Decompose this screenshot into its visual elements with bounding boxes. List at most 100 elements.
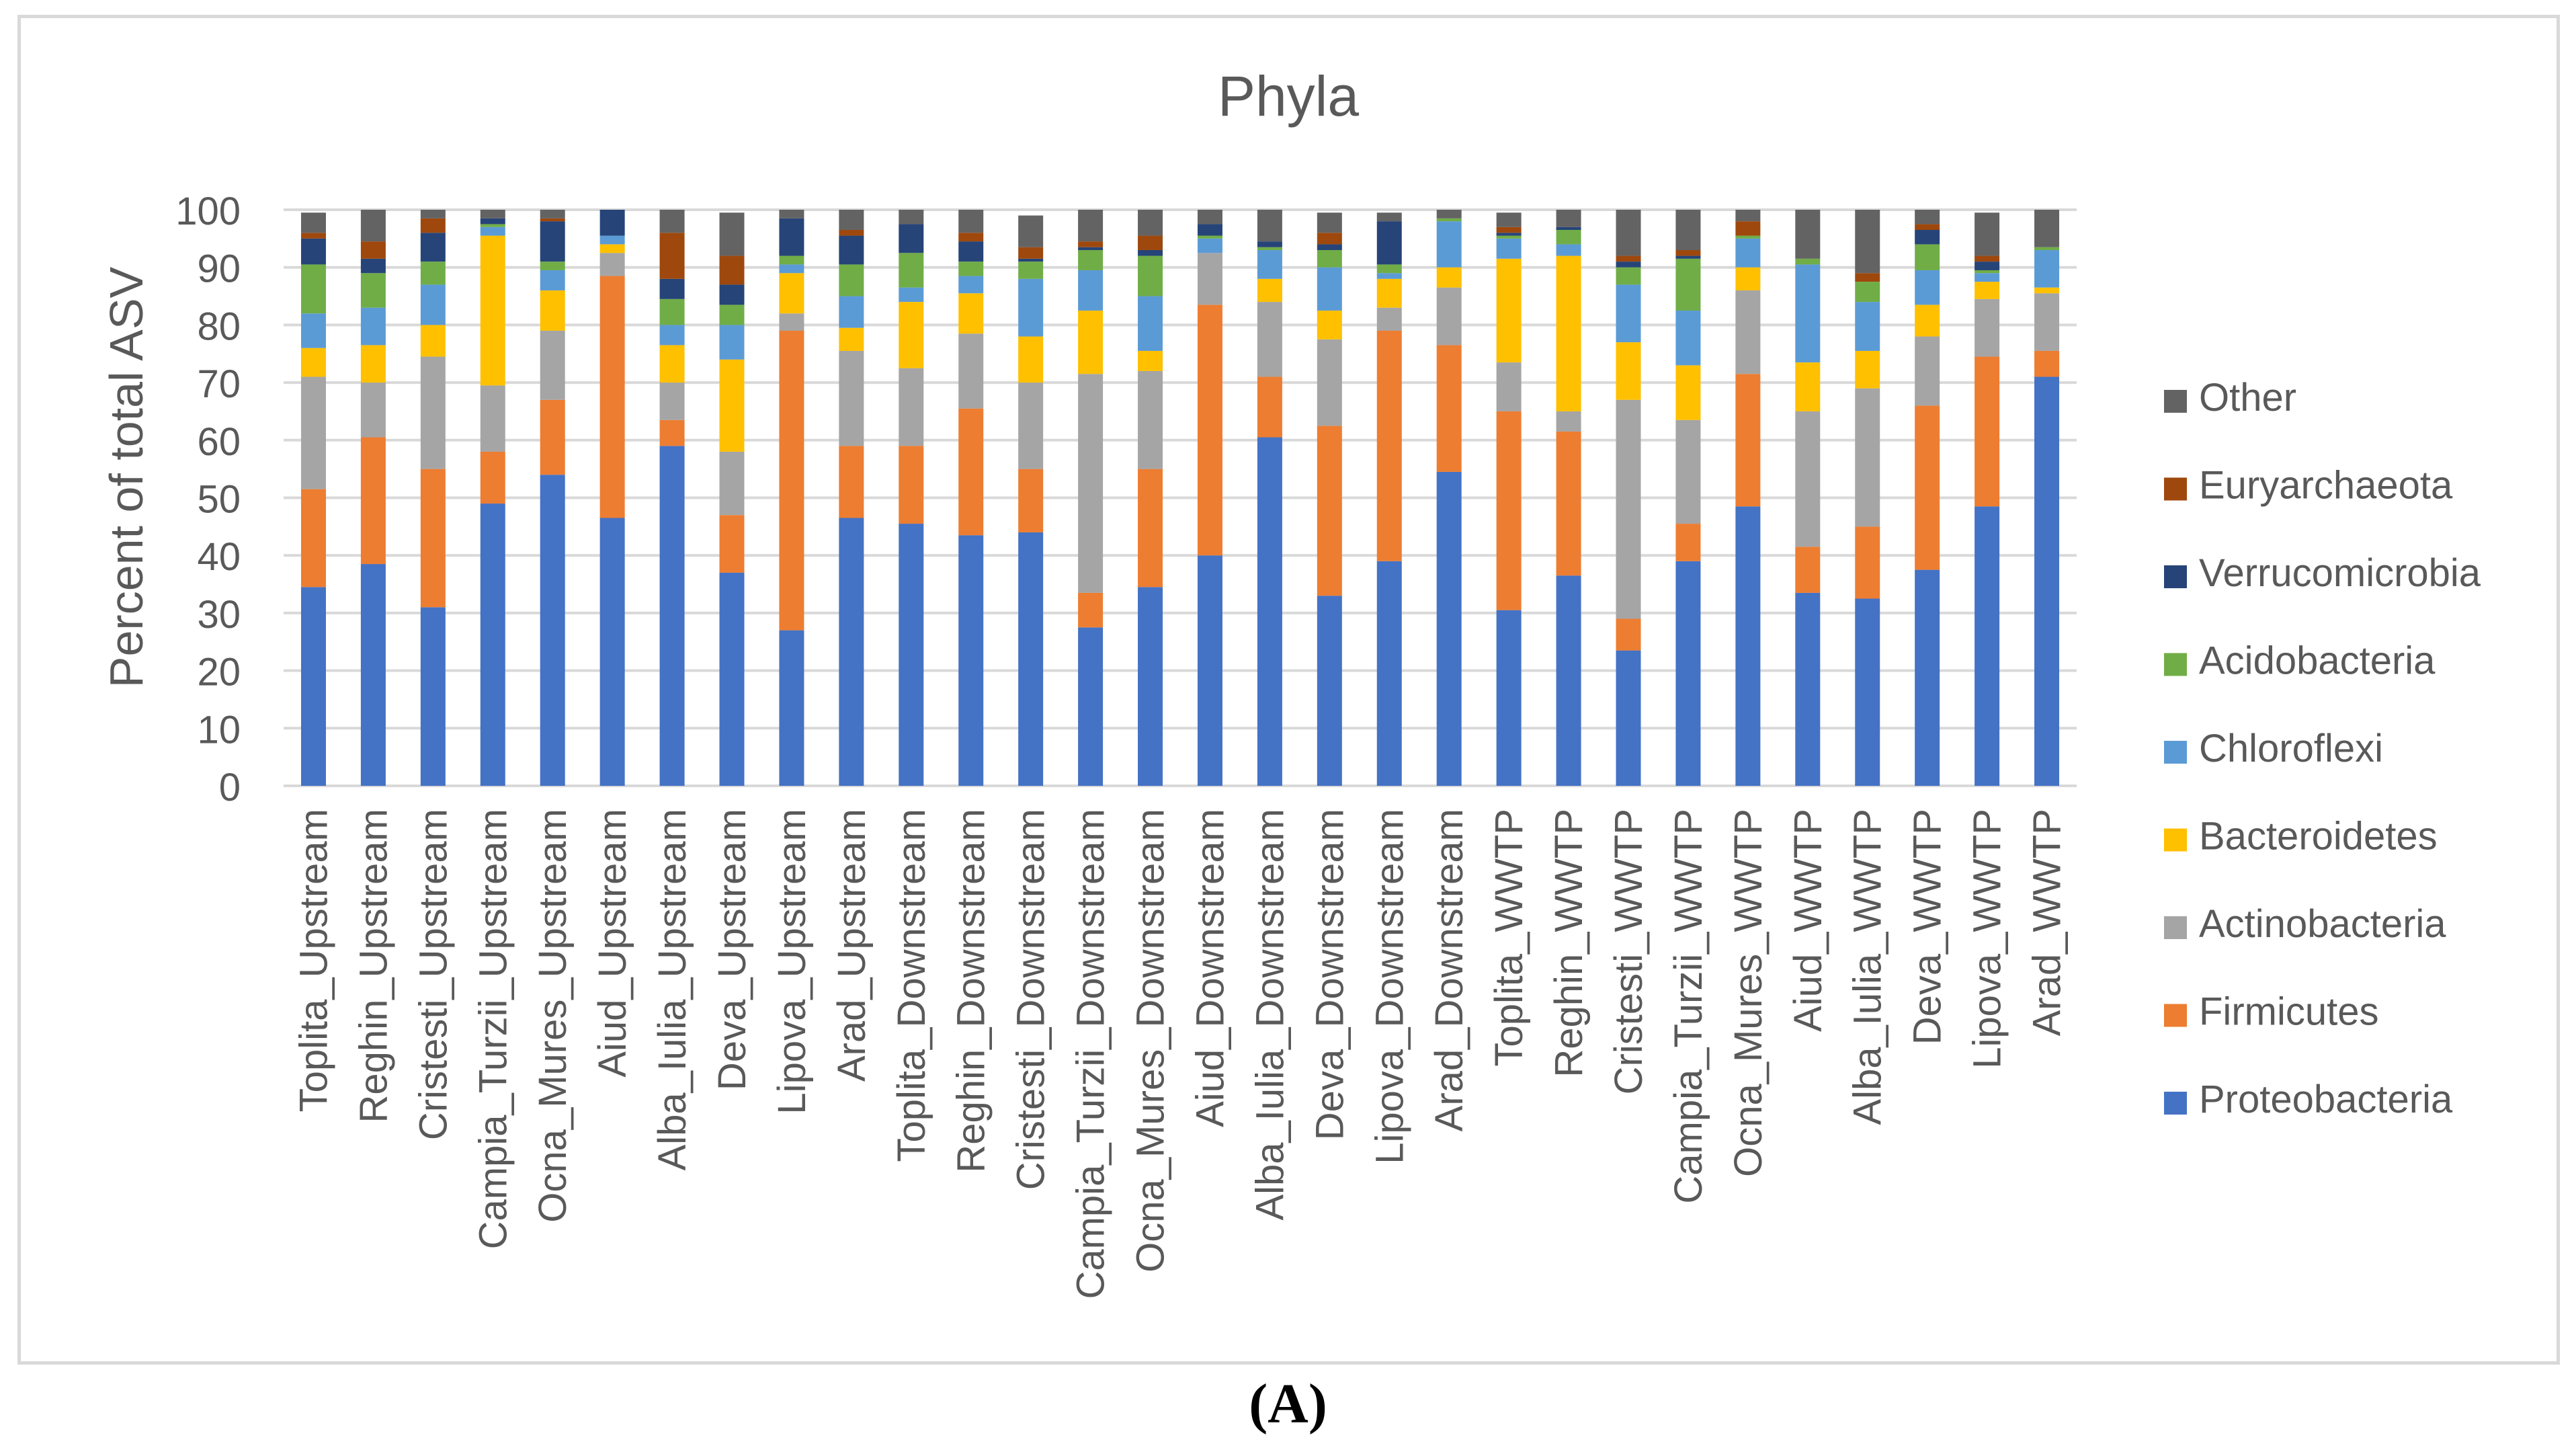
- bar-segment-firmicutes: [1257, 376, 1282, 438]
- bar-segment-proteobacteria: [300, 587, 326, 786]
- bar-segment-other: [779, 210, 804, 218]
- legend-swatch: [2164, 1004, 2187, 1027]
- bar-segment-actinobacteria: [1855, 388, 1880, 527]
- bar-segment-acidobacteria: [1675, 258, 1701, 311]
- bar-segment-firmicutes: [1795, 547, 1821, 593]
- x-tick-label: Lipova_WWTP: [1966, 809, 2009, 1069]
- bar-segment-actinobacteria: [1018, 382, 1044, 469]
- x-tick-label: Deva_Upstream: [710, 809, 754, 1090]
- bar-segment-bacteroidetes: [599, 244, 625, 253]
- bar-segment-actinobacteria: [1257, 302, 1282, 377]
- bar-segment-other: [1078, 210, 1104, 242]
- bar-segment-proteobacteria: [1556, 575, 1581, 786]
- bar-segment-proteobacteria: [719, 572, 745, 786]
- bar-segment-proteobacteria: [1975, 506, 2000, 786]
- bar-segment-firmicutes: [659, 419, 685, 446]
- x-tick-label: Toplita_Upstream: [292, 809, 335, 1112]
- bar-segment-bacteroidetes: [1078, 310, 1104, 374]
- bar-segment-actinobacteria: [1735, 290, 1761, 374]
- bar-segment-euryarchaeota: [1915, 224, 1940, 230]
- bar-segment-bacteroidetes: [958, 293, 984, 334]
- bar-segment-other: [659, 210, 685, 233]
- bar-segment-acidobacteria: [300, 264, 326, 314]
- bar-segment-firmicutes: [1317, 426, 1342, 596]
- bar-segment-acidobacteria: [1436, 218, 1462, 222]
- x-tick-label: Arad_Downstream: [1427, 809, 1471, 1131]
- x-tick-label: Alba_Iulia_Upstream: [651, 809, 694, 1170]
- bar-segment-chloroflexi: [1496, 238, 1522, 259]
- bar-segment-euryarchaeota: [540, 218, 565, 222]
- bar-segment-bacteroidetes: [1496, 258, 1522, 363]
- bar-segment-firmicutes: [1078, 592, 1104, 628]
- bar-segment-chloroflexi: [599, 235, 625, 245]
- bar-segment-bacteroidetes: [899, 302, 924, 368]
- bar-segment-chloroflexi: [1257, 249, 1282, 279]
- legend-label: Actinobacteria: [2199, 902, 2446, 946]
- bar-segment-firmicutes: [839, 446, 864, 518]
- bar-segment-actinobacteria: [1138, 370, 1163, 469]
- y-tick-label: 50: [197, 478, 241, 522]
- bar-segment-euryarchaeota: [1855, 273, 1880, 282]
- bar-segment-verrucomicrobia: [300, 238, 326, 265]
- bar-segment-acidobacteria: [1376, 264, 1402, 274]
- bar-segment-verrucomicrobia: [1197, 224, 1222, 236]
- bar-segment-other: [1138, 210, 1163, 236]
- bar-segment-other: [1317, 212, 1342, 233]
- bar-segment-proteobacteria: [1675, 561, 1701, 786]
- bar-segment-firmicutes: [599, 276, 625, 518]
- bar-segment-other: [1257, 210, 1282, 242]
- bar-segment-acidobacteria: [480, 224, 505, 227]
- bar-segment-proteobacteria: [1616, 650, 1641, 786]
- bar-segment-actinobacteria: [899, 368, 924, 446]
- legend-swatch: [2164, 1092, 2187, 1115]
- bar-segment-proteobacteria: [1795, 592, 1821, 786]
- bar-segment-proteobacteria: [1257, 437, 1282, 786]
- bar-segment-euryarchaeota: [420, 218, 446, 233]
- bar-segment-verrucomicrobia: [839, 235, 864, 265]
- bar-segment-euryarchaeota: [1078, 241, 1104, 247]
- legend-label: Firmicutes: [2199, 990, 2378, 1034]
- bar-segment-bacteroidetes: [300, 348, 326, 377]
- bar-segment-proteobacteria: [540, 475, 565, 786]
- bar-segment-firmicutes: [719, 515, 745, 573]
- bar-segment-other: [1197, 210, 1222, 225]
- bar-segment-proteobacteria: [1855, 598, 1880, 786]
- bar-segment-actinobacteria: [420, 356, 446, 469]
- bar-segment-acidobacteria: [420, 261, 446, 285]
- bar-segment-actinobacteria: [1376, 307, 1402, 331]
- bar-segment-firmicutes: [1197, 305, 1222, 556]
- bar-segment-verrucomicrobia: [1078, 247, 1104, 250]
- bar-segment-other: [540, 210, 565, 218]
- bar-segment-proteobacteria: [659, 446, 685, 786]
- bar-segment-bacteroidetes: [1436, 267, 1462, 288]
- bar-segment-acidobacteria: [1616, 267, 1641, 285]
- bar-segment-bacteroidetes: [540, 290, 565, 331]
- bar-segment-actinobacteria: [1675, 419, 1701, 524]
- bar-segment-other: [1616, 210, 1641, 256]
- bar-segment-acidobacteria: [958, 261, 984, 276]
- bar-segment-euryarchaeota: [839, 229, 864, 236]
- bar-segment-bacteroidetes: [2034, 287, 2060, 294]
- bar-segment-chloroflexi: [1436, 221, 1462, 268]
- bar-segment-acidobacteria: [1735, 235, 1761, 239]
- bar-segment-verrucomicrobia: [1496, 233, 1522, 236]
- bar-segment-verrucomicrobia: [1675, 255, 1701, 259]
- bar-segment-bacteroidetes: [779, 273, 804, 314]
- y-tick-label: 0: [219, 766, 241, 809]
- bar-segment-bacteroidetes: [1257, 278, 1282, 303]
- bar-segment-bacteroidetes: [719, 359, 745, 452]
- bar-segment-firmicutes: [1616, 618, 1641, 651]
- x-tick-label: Toplita_Downstream: [890, 809, 933, 1162]
- bars: [300, 210, 2060, 786]
- bar-segment-bacteroidetes: [420, 325, 446, 357]
- bar-segment-euryarchaeota: [300, 233, 326, 239]
- bar-segment-euryarchaeota: [958, 233, 984, 242]
- bar-segment-chloroflexi: [1197, 238, 1222, 253]
- bar-segment-firmicutes: [420, 469, 446, 608]
- bar-segment-verrucomicrobia: [480, 218, 505, 225]
- y-axis-ticks: 0 10 20 30 40 50 60 70 80 90 100: [175, 190, 241, 809]
- bar-segment-actinobacteria: [480, 385, 505, 452]
- gridlines: [284, 208, 2077, 787]
- x-tick-label: Arad_Upstream: [830, 809, 874, 1082]
